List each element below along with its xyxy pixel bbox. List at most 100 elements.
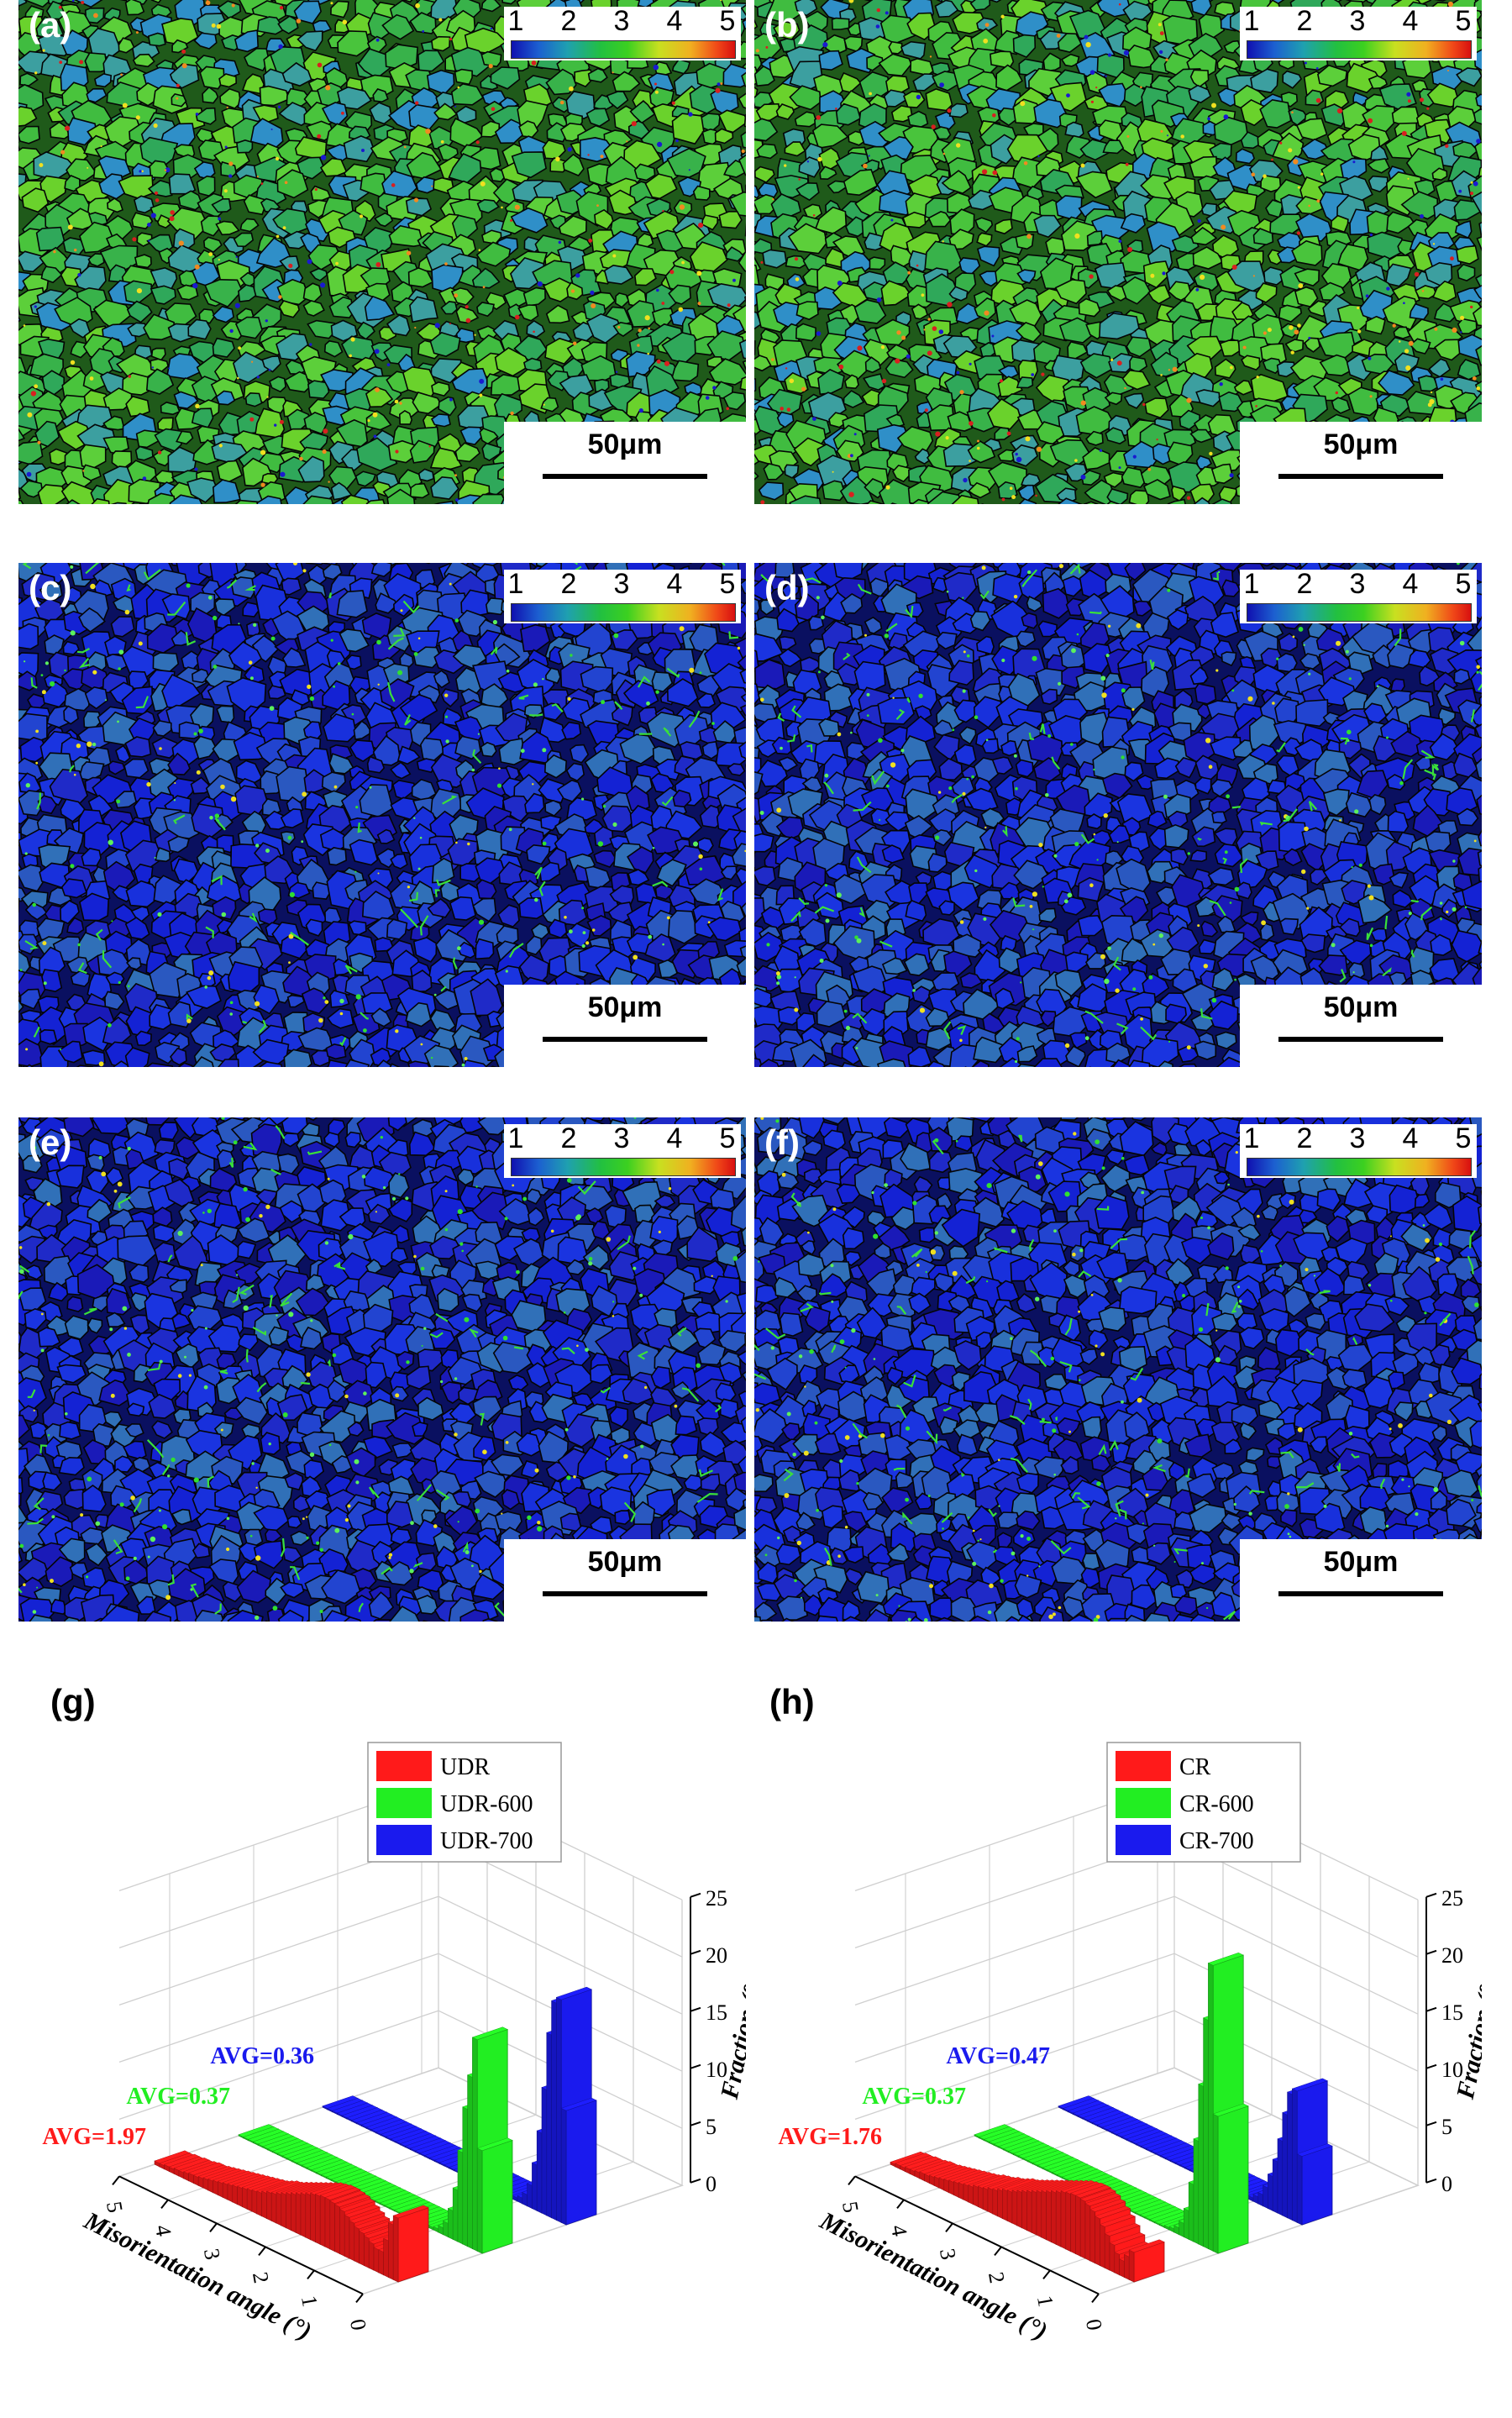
colorbar-tick: 3 <box>1349 5 1366 37</box>
x-tick-label: 4 <box>886 2223 912 2238</box>
colorbar-tick: 5 <box>719 1122 736 1154</box>
scale-bar-label: 50μm <box>587 1546 663 1578</box>
legend-entry: CR-700 <box>1179 1828 1254 1854</box>
scale-bar-label: 50μm <box>587 428 663 460</box>
colorbar-tick: 4 <box>1402 568 1419 600</box>
x-tick-label: 0 <box>1081 2317 1107 2332</box>
scale-bar-label: 50μm <box>587 991 663 1023</box>
colorbar-tick: 5 <box>719 568 736 600</box>
colorbar: 1 2 3 4 5 <box>1240 1122 1477 1178</box>
x-tick-label: 3 <box>935 2247 961 2262</box>
scale-bar: 50μm <box>504 1539 746 1622</box>
colorbar-tick: 3 <box>1349 1122 1366 1154</box>
scale-bar-label: 50μm <box>1323 1546 1399 1578</box>
legend-swatch <box>1116 1751 1171 1781</box>
colorbar-gradient <box>511 1158 736 1176</box>
scale-bar: 50μm <box>504 985 746 1067</box>
colorbar-tick: 1 <box>507 568 524 600</box>
x-axis-label: Misorientation angle (°) <box>79 2206 316 2345</box>
legend: CR CR-600 CR-700 <box>1106 1742 1301 1863</box>
bar <box>481 2139 513 2254</box>
panel-label: (e) <box>29 1122 72 1162</box>
misorientation-histogram-g: AVG=0.36 AVG=0.37 AVG=1.97 0 5 10 15 20 25 Fracti… <box>18 1672 746 2378</box>
z-tick-label: 0 <box>1441 2172 1452 2196</box>
colorbar-tick: 1 <box>1243 5 1260 37</box>
legend-swatch <box>376 1825 432 1855</box>
avg-label: AVG=0.36 <box>210 2043 314 2069</box>
bar <box>1217 2105 1249 2254</box>
series-UDR <box>154 2150 429 2283</box>
colorbar-tick: 4 <box>666 5 683 37</box>
legend-entry: UDR <box>440 1754 490 1780</box>
x-tick-label: 0 <box>345 2317 371 2332</box>
x-tick-label: 1 <box>1032 2294 1058 2309</box>
panel-label: (b) <box>764 5 810 45</box>
z-axis-label: Fraction (%) <box>716 1963 746 2102</box>
colorbar-tick: 4 <box>1402 1122 1419 1154</box>
colorbar-gradient <box>1247 603 1472 622</box>
colorbar: 1 2 3 4 5 <box>1240 568 1477 623</box>
legend-swatch <box>376 1788 432 1818</box>
x-tick-label: 5 <box>837 2200 864 2215</box>
scale-bar-line <box>1278 1591 1443 1596</box>
histogram-svg: AVG=0.47AVG=0.37AVG=1.760510152025Fracti… <box>778 1742 1482 2346</box>
micrograph-texture <box>754 563 1482 1067</box>
colorbar-tick: 4 <box>666 1122 683 1154</box>
z-tick-label: 5 <box>1441 2115 1452 2139</box>
scale-bar: 50μm <box>504 422 746 504</box>
x-tick-label: 3 <box>199 2247 225 2262</box>
kam-map-a: (a) 1 2 3 4 5 50μm <box>18 0 746 504</box>
colorbar: 1 2 3 4 5 <box>504 1122 741 1178</box>
colorbar-tick: 2 <box>560 5 577 37</box>
x-tick-label: 4 <box>150 2223 176 2238</box>
bar <box>1301 2145 1333 2226</box>
colorbar-gradient <box>1247 40 1472 59</box>
z-tick-label: 15 <box>706 2000 727 2025</box>
kam-map-e: (e) 1 2 3 4 5 50μm <box>18 1117 746 1622</box>
legend-swatch <box>1116 1788 1171 1818</box>
scale-bar: 50μm <box>1240 985 1482 1067</box>
legend: UDR UDR-600 UDR-700 <box>367 1742 562 1863</box>
colorbar-tick: 5 <box>1455 1122 1472 1154</box>
histogram-svg: AVG=0.36AVG=0.37AVG=1.970510152025Fracti… <box>42 1742 746 2346</box>
colorbar-tick: 2 <box>1296 568 1313 600</box>
legend-entry: CR <box>1179 1754 1211 1780</box>
x-tick-label: 1 <box>297 2294 323 2309</box>
z-axis: 0 5 10 15 20 25 Fraction (%) <box>1425 1886 1482 2196</box>
colorbar-tick: 1 <box>1243 1122 1260 1154</box>
bars <box>890 1953 1333 2283</box>
z-tick-label: 0 <box>706 2172 717 2196</box>
colorbar-tick: 5 <box>719 5 736 37</box>
x-tick-label: 2 <box>248 2270 274 2285</box>
colorbar-tick: 3 <box>1349 568 1366 600</box>
panel-label: (a) <box>29 5 72 45</box>
scale-bar-line <box>1278 474 1443 479</box>
colorbar-tick: 1 <box>1243 568 1260 600</box>
bar <box>397 2207 429 2283</box>
z-tick-label: 15 <box>1441 2000 1463 2025</box>
colorbar: 1 2 3 4 5 <box>504 568 741 623</box>
colorbar-tick: 5 <box>1455 568 1472 600</box>
panel-label-g: (g) <box>50 1682 96 1722</box>
colorbar-tick: 3 <box>613 5 630 37</box>
series-UDR-600 <box>238 2026 513 2254</box>
bar <box>565 2100 597 2226</box>
kam-map-b: (b) 1 2 3 4 5 50μm <box>754 0 1482 504</box>
series-UDR-700 <box>322 1986 597 2226</box>
legend-entry: CR-600 <box>1179 1791 1254 1817</box>
colorbar-tick: 3 <box>613 1122 630 1154</box>
legend-entry: UDR-600 <box>440 1791 533 1817</box>
misorientation-histogram-h: AVG=0.47 AVG=0.37 AVG=1.76 0 5 10 15 20 25 Fracti… <box>754 1672 1482 2378</box>
avg-label: AVG=0.37 <box>862 2084 966 2110</box>
colorbar-gradient <box>511 603 736 622</box>
series-CR-700 <box>1058 2078 1333 2226</box>
scale-bar: 50μm <box>1240 422 1482 504</box>
kam-map-c: (c) 1 2 3 4 5 50μm <box>18 563 746 1067</box>
z-axis-label: Fraction (%) <box>1452 1963 1482 2102</box>
avg-label: AVG=0.37 <box>126 2084 230 2110</box>
bars <box>154 1986 597 2283</box>
z-axis: 0 5 10 15 20 25 Fraction (%) <box>690 1886 746 2196</box>
legend-swatch <box>376 1751 432 1781</box>
scale-bar-label: 50μm <box>1323 991 1399 1023</box>
colorbar-tick: 4 <box>666 568 683 600</box>
